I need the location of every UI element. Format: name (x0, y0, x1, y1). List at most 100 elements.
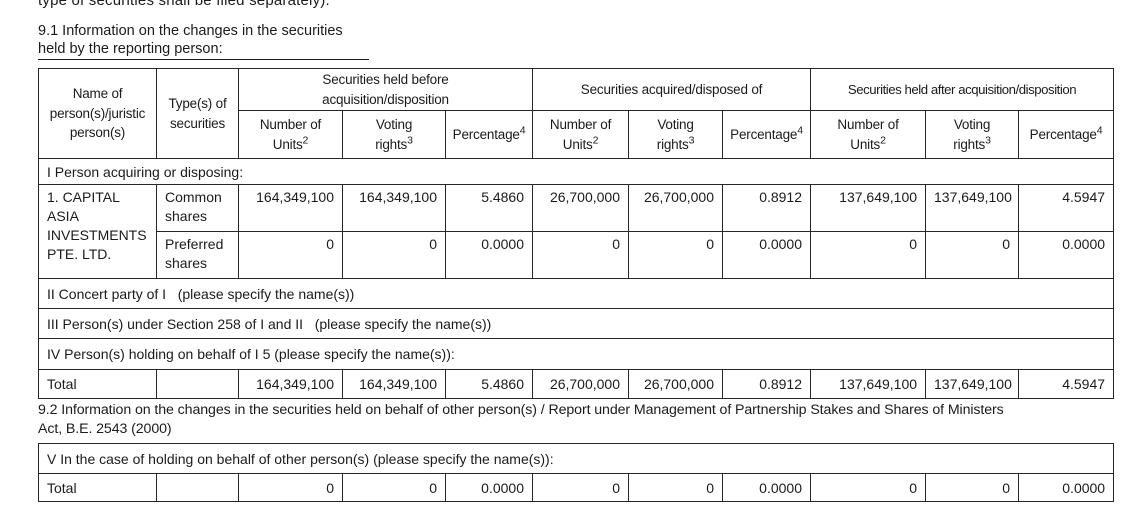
value-cell: 5.4860 (444, 184, 534, 233)
section-iii-label: III Person(s) under Section 258 of I and… (37, 308, 1115, 340)
percentage-footnote: 4 (797, 124, 803, 137)
value-cell: 26,700,000 (532, 184, 630, 233)
section-row-iv: IV Person(s) holding on behalf of I 5 (p… (37, 338, 1115, 371)
header-voting-before: Voting rights3 (342, 110, 446, 160)
percentage-footnote: 4 (519, 124, 526, 137)
value-cell: 0.8912 (722, 184, 812, 233)
section-9-1-title-line2: held by the reporting person: (38, 41, 369, 60)
header-group-after-label: Securities held after acquisition/dispos… (847, 81, 1077, 97)
value-cell: 164,349,100 (238, 184, 343, 233)
section-ii-label: II Concert party of I (please specify th… (37, 278, 1115, 310)
total-empty-cell (156, 369, 239, 400)
total-value-cell: 0 (238, 473, 343, 502)
total-value-cell: 0 (810, 473, 926, 502)
value-cell: 0 (342, 231, 446, 280)
header-group-after: Securities held after acquisition/dispos… (810, 67, 1115, 112)
units-footnote: 2 (880, 134, 886, 147)
value-cell: 0 (532, 231, 630, 280)
voting-footnote: 3 (688, 134, 695, 147)
total-value-cell: 26,700,000 (532, 369, 630, 400)
securities-changes-table: Name of person(s)/juristic person(s) Typ… (37, 67, 1115, 400)
total-label: Total (38, 473, 157, 502)
clipped-top-line: type of securities shall be filed separa… (38, 0, 330, 9)
header-group-acquired-label: Securities acquired/disposed of (580, 81, 763, 97)
section-row-i: I Person acquiring or disposing: (37, 158, 1115, 186)
section-9-1-title-line1: 9.1 Information on the changes in the se… (38, 23, 343, 39)
voting-footnote: 3 (985, 134, 991, 147)
header-voting-acquired: Voting rights3 (628, 110, 724, 160)
value-cell: 0 (238, 231, 343, 280)
value-cell: 0.0000 (444, 231, 534, 280)
section-i-label: I Person acquiring or disposing: (37, 158, 1115, 186)
header-type-column: Type(s) of securities (156, 67, 239, 160)
total-empty-cell (156, 473, 239, 502)
total-value-cell: 0.0000 (1017, 473, 1115, 502)
total-value-cell: 26,700,000 (628, 369, 724, 400)
total-value-cell: 0.0000 (722, 473, 811, 502)
value-cell: 137,649,100 (925, 184, 1020, 233)
section-row-ii: II Concert party of I (please specify th… (37, 278, 1115, 310)
total-value-cell: 0 (925, 473, 1019, 502)
value-cell: 0.0000 (722, 231, 812, 280)
value-cell: 26,700,000 (628, 184, 724, 233)
total-value-cell: 164,349,100 (238, 369, 343, 400)
type-preferred-label: Preferred shares (165, 236, 224, 272)
header-type-label: Type(s) of securities (168, 96, 227, 131)
units-footnote: 2 (302, 134, 309, 147)
total-row: Total 164,349,100 164,349,100 5.4860 26,… (38, 369, 1115, 400)
header-group-before-label: Securities held before acquisition/dispo… (322, 72, 449, 107)
header-name-label: Name of person(s)/juristic person(s) (49, 86, 146, 141)
total-value-cell: 164,349,100 (342, 369, 446, 400)
total-value-cell: 4.5947 (1018, 369, 1115, 400)
header-units-acquired: Number of Units2 (532, 110, 630, 160)
value-cell: 0.0000 (1018, 231, 1115, 280)
voting-label: Voting rights (375, 117, 413, 152)
holding-on-behalf-table: V In the case of holding on behalf of ot… (37, 443, 1115, 502)
voting-label: Voting rights (953, 117, 991, 152)
section-row-v: V In the case of holding on behalf of ot… (37, 443, 1115, 474)
section-row-iii: III Person(s) under Section 258 of I and… (37, 308, 1115, 340)
total-value-cell: 137,649,100 (810, 369, 927, 400)
header-group-before: Securities held before acquisition/dispo… (237, 67, 534, 112)
total-value-cell: 0.0000 (445, 473, 533, 502)
total-value-cell: 0.8912 (722, 369, 812, 400)
units-label: Number of Units (549, 117, 612, 152)
type-common-label: Common shares (165, 189, 222, 225)
header-units-before: Number of Units2 (238, 110, 343, 160)
percentage-label: Percentage (1029, 126, 1097, 142)
header-percentage-before: Percentage4 (444, 110, 534, 160)
total-value-cell: 0 (628, 473, 723, 502)
total-row: Total 0 0 0.0000 0 0 0.0000 0 0 0.0000 (38, 473, 1115, 502)
value-cell: 0 (810, 231, 927, 280)
total-value-cell: 5.4860 (444, 369, 534, 400)
entity-name-cell: 1. CAPITAL ASIA INVESTMENTS PTE. LTD. (38, 184, 157, 280)
value-cell: 137,649,100 (810, 184, 927, 233)
voting-label: Voting rights (656, 117, 694, 152)
total-label: Total (38, 369, 157, 400)
entity-preferred-row: Preferred shares 0 0 0.0000 0 0 0.0000 0… (39, 231, 1115, 280)
value-cell: 0 (925, 231, 1020, 280)
header-percentage-after: Percentage4 (1018, 110, 1115, 160)
entity-name: 1. CAPITAL ASIA INVESTMENTS PTE. LTD. (47, 189, 147, 262)
type-cell-preferred: Preferred shares (156, 231, 239, 280)
header-voting-after: Voting rights3 (925, 110, 1020, 160)
value-cell: 164,349,100 (342, 184, 446, 233)
section-9-2-text: 9.2 Information on the changes in the se… (38, 402, 1004, 437)
section-v-label: V In the case of holding on behalf of ot… (37, 443, 1115, 474)
units-footnote: 2 (592, 134, 599, 147)
total-value-cell: 137,649,100 (925, 369, 1020, 400)
total-value-cell: 0 (532, 473, 629, 502)
header-units-after: Number of Units2 (810, 110, 927, 160)
header-name-column: Name of person(s)/juristic person(s) (38, 67, 157, 160)
section-iv-label: IV Person(s) holding on behalf of I 5 (p… (37, 338, 1115, 371)
header-group-row: Name of person(s)/juristic person(s) Typ… (38, 67, 1115, 160)
header-group-acquired: Securities acquired/disposed of (532, 67, 812, 112)
percentage-label: Percentage (730, 126, 798, 142)
voting-footnote: 3 (407, 134, 413, 147)
entity-common-row: 1. CAPITAL ASIA INVESTMENTS PTE. LTD. Co… (38, 184, 1115, 280)
value-cell: 0 (628, 231, 724, 280)
percentage-footnote: 4 (1096, 124, 1103, 137)
header-percentage-acquired: Percentage4 (722, 110, 812, 160)
percentage-label: Percentage (452, 126, 520, 142)
header-sub-row: Number of Units2 Voting rights3 Percenta… (39, 110, 1115, 160)
